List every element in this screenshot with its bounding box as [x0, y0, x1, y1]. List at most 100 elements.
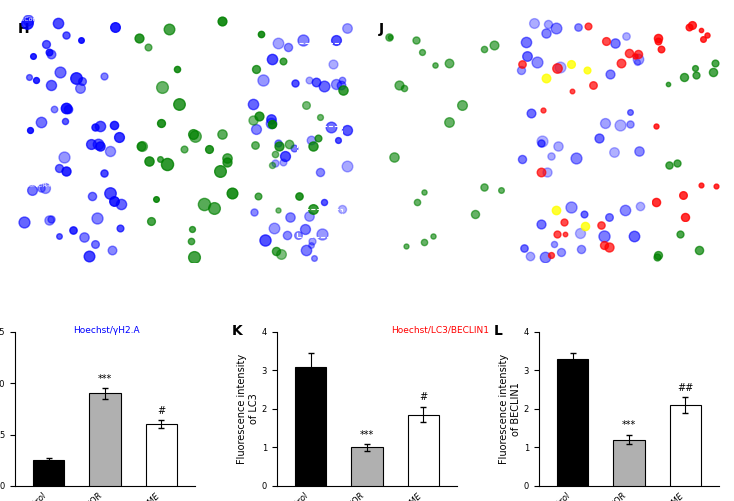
Point — [266, 120, 278, 128]
Point — [674, 230, 686, 238]
Point — [603, 212, 615, 220]
Point — [277, 158, 288, 166]
Point — [208, 204, 220, 212]
Point — [79, 232, 90, 240]
Point — [662, 80, 674, 88]
Point — [653, 251, 664, 259]
Point — [297, 36, 309, 44]
Point — [187, 130, 199, 138]
Point — [307, 205, 319, 213]
Point — [608, 148, 619, 156]
Point — [108, 121, 120, 129]
Point — [303, 212, 315, 220]
Point — [652, 37, 664, 45]
Point — [488, 41, 500, 49]
Point — [593, 134, 605, 142]
Point — [341, 162, 353, 170]
Point — [478, 183, 490, 191]
Point — [292, 231, 304, 239]
Point — [650, 122, 662, 130]
Point — [60, 167, 72, 175]
Point — [23, 73, 35, 81]
Point — [163, 25, 175, 33]
Point — [106, 246, 118, 254]
Point — [325, 123, 337, 131]
Text: dsGSNOR+L-NAME: dsGSNOR+L-NAME — [379, 183, 439, 188]
Point — [300, 246, 312, 255]
Point — [615, 59, 627, 67]
Point — [34, 118, 46, 126]
Point — [531, 58, 542, 66]
Point — [565, 203, 577, 211]
Point — [253, 112, 265, 120]
Point — [536, 137, 548, 145]
Point — [545, 251, 557, 259]
Point — [619, 206, 631, 214]
Point — [255, 30, 267, 38]
Point — [43, 216, 54, 224]
Point — [598, 241, 610, 249]
Point — [39, 184, 51, 192]
Point — [284, 212, 296, 220]
Point — [305, 136, 316, 144]
Point — [62, 105, 74, 113]
Point — [632, 50, 644, 58]
Point — [259, 236, 271, 244]
Point — [94, 122, 106, 130]
Point — [570, 154, 582, 162]
Point — [625, 108, 636, 116]
Point — [540, 75, 552, 83]
Point — [173, 100, 185, 108]
Point — [456, 101, 468, 109]
Point — [92, 140, 103, 148]
Point — [686, 21, 697, 29]
Point — [330, 80, 342, 88]
Point — [114, 133, 126, 141]
Point — [327, 60, 339, 68]
Point — [289, 79, 301, 87]
Point — [418, 188, 430, 196]
Point — [299, 225, 311, 233]
Point — [316, 229, 328, 237]
Point — [283, 140, 294, 148]
Point — [469, 210, 481, 218]
Point — [46, 81, 57, 89]
Point — [94, 142, 106, 150]
Point — [683, 23, 694, 31]
Point — [248, 207, 260, 215]
Point — [443, 59, 454, 67]
Point — [313, 168, 325, 176]
Text: dsGSNOR: dsGSNOR — [379, 101, 410, 106]
Point — [388, 153, 400, 161]
Point — [156, 84, 167, 92]
Point — [664, 161, 675, 169]
Bar — [146, 424, 177, 486]
Point — [578, 210, 589, 218]
Point — [411, 198, 423, 206]
Point — [697, 35, 709, 43]
Point — [270, 246, 282, 255]
Point — [537, 106, 548, 114]
Point — [221, 154, 233, 162]
Point — [550, 206, 562, 214]
Point — [556, 247, 567, 256]
Point — [268, 224, 280, 232]
Point — [250, 141, 261, 149]
Point — [634, 201, 646, 209]
Point — [90, 123, 101, 131]
Point — [54, 68, 65, 76]
Point — [336, 76, 348, 84]
Bar — [297, 43, 341, 72]
Text: K: K — [231, 324, 242, 338]
Point — [135, 142, 147, 150]
Point — [266, 119, 277, 127]
Point — [579, 222, 591, 230]
Point — [691, 71, 702, 79]
Point — [495, 186, 506, 194]
Point — [707, 68, 719, 76]
Point — [628, 52, 640, 60]
Point — [250, 65, 261, 73]
Y-axis label: Fluorescence intensity
of LC3: Fluorescence intensity of LC3 — [237, 354, 259, 464]
Point — [142, 44, 153, 52]
Point — [678, 73, 690, 81]
